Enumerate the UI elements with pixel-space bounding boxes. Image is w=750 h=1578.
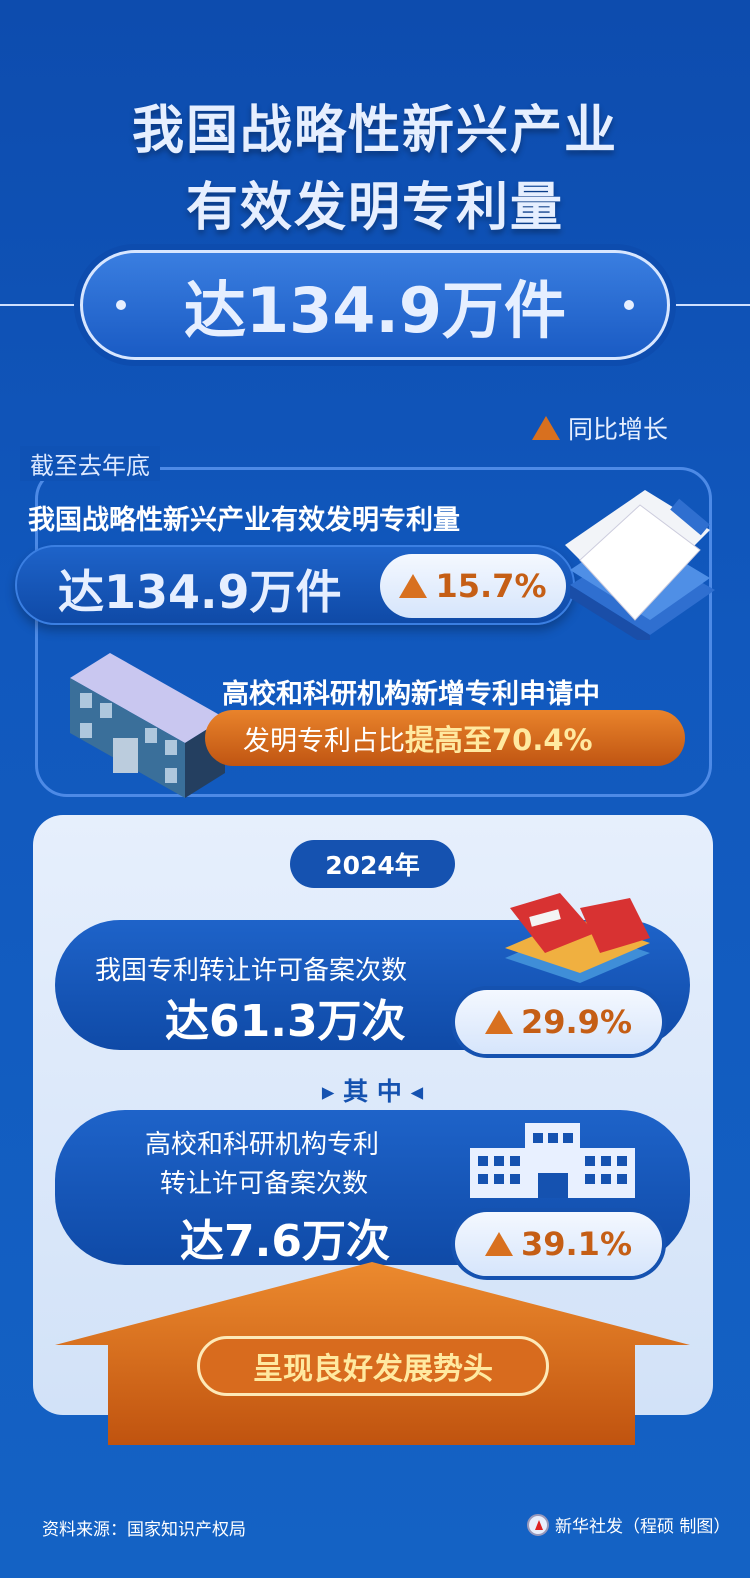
section1-value: 达134.9万件 <box>58 565 342 619</box>
building-icon <box>70 653 225 798</box>
xinhua-logo-icon <box>527 1513 549 1536</box>
period-label: 截至去年底 <box>20 446 160 481</box>
triangle-up-icon <box>532 416 560 440</box>
item1-value: 达61.3万次 <box>165 996 406 1047</box>
institution-building-icon <box>470 1123 635 1198</box>
item1-growth: 29.9% <box>455 990 662 1054</box>
item2-growth: 39.1% <box>455 1212 662 1276</box>
legend-label: 同比增长 <box>568 415 669 444</box>
legend: 同比增长 <box>532 410 668 446</box>
section1-subtitle: 我国战略性新兴产业有效发明专利量 <box>28 505 460 536</box>
item1-label: 我国专利转让许可备案次数 <box>95 956 408 986</box>
section1-note-line1: 高校和科研机构新增专利申请中 <box>222 679 600 710</box>
folder-document-icon <box>565 490 715 640</box>
growth-badge: 15.7% <box>380 554 566 618</box>
credit: 新华社发（程硕 制图） <box>527 1512 730 1537</box>
item2-label-line1: 高校和科研机构专利 <box>145 1130 380 1160</box>
triangle-up-icon <box>484 1232 513 1256</box>
source-text: 资料来源：国家知识产权局 <box>42 1520 246 1540</box>
conclusion-badge: 呈现良好发展势头 <box>197 1336 549 1396</box>
headline-pill: 达134.9万件 <box>80 250 670 360</box>
section1-frame <box>35 467 712 797</box>
item2-label-line2: 转让许可备案次数 <box>160 1169 369 1199</box>
dot-left <box>116 300 126 310</box>
dot-right <box>624 300 634 310</box>
title-line2: 有效发明专利量 <box>185 178 564 238</box>
triangle-up-icon <box>484 1010 513 1034</box>
headline-value: 达134.9万件 <box>183 274 567 347</box>
section1-note-bar: 发明专利占比 提高至70.4% <box>205 710 685 766</box>
year-badge: 2024年 <box>290 840 455 888</box>
among-label: ▸ 其 中 ◂ <box>321 1077 424 1106</box>
title-line1: 我国战略性新兴产业 <box>131 101 618 161</box>
books-icon <box>505 893 650 983</box>
item2-value: 达7.6万次 <box>180 1216 390 1267</box>
triangle-up-icon <box>399 574 428 598</box>
